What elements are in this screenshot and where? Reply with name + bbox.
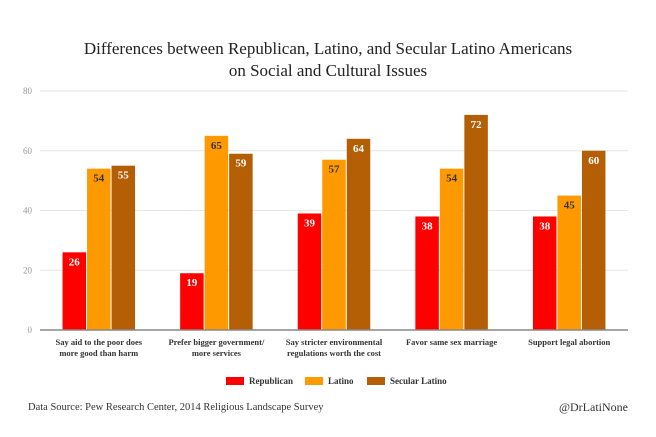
bar-republican [62,252,87,330]
bar-secular-latino [111,165,136,330]
x-category-label: Prefer bigger government/ [168,337,264,347]
legend-swatch [305,377,323,385]
chart-title-line-1: Differences between Republican, Latino, … [83,39,573,58]
bar-latino [204,135,229,330]
y-tick-label: 60 [23,146,33,156]
data-label: 38 [422,220,434,232]
data-label: 64 [353,143,365,155]
legend-swatch [226,377,244,385]
legend-label: Secular Latino [390,376,447,386]
data-label: 39 [304,217,316,229]
data-label: 26 [69,256,81,268]
data-label: 60 [588,155,600,167]
y-tick-label: 80 [23,86,33,96]
bar-secular-latino [229,153,253,330]
bar-secular-latino [464,114,488,331]
data-label: 45 [564,200,576,212]
bar-latino [322,159,346,330]
data-label: 65 [211,140,223,152]
x-category-label: Support legal abortion [528,337,610,347]
data-label: 59 [235,158,247,170]
chart-title: Differences between Republican, Latino, … [0,38,656,82]
data-label: 54 [93,173,105,185]
bar-republican [415,216,439,330]
legend-swatch [367,377,385,385]
x-category-label: Say stricter environmental [286,337,383,347]
legend-label: Latino [328,376,354,386]
data-source-note: Data Source: Pew Research Center, 2014 R… [28,402,324,413]
x-category-label: Say aid to the poor does [56,337,143,347]
bar-secular-latino [581,150,606,330]
bar-republican [532,216,557,330]
data-label: 38 [539,220,551,232]
author-handle: @DrLatiNone [558,400,628,414]
data-label: 72 [471,119,483,131]
x-category-label: regulations worth the cost [287,348,381,358]
data-label: 54 [446,173,458,185]
y-tick-label: 40 [23,206,33,216]
data-label: 19 [186,277,198,289]
data-label: 57 [329,164,341,176]
bar-latino [439,168,464,330]
y-tick-label: 0 [28,325,33,335]
bar-republican [180,273,204,330]
bar-latino [557,195,581,330]
chart-title-line-2: on Social and Cultural Issues [228,61,428,80]
y-tick-label: 20 [23,265,33,275]
data-label: 55 [118,170,130,182]
legend-label: Republican [249,376,293,386]
bar-latino [87,168,111,330]
x-category-label: Favor same sex marriage [406,337,497,347]
x-category-label: more services [192,348,242,358]
x-category-label: more good than harm [59,348,138,358]
bar-republican [297,213,322,330]
bar-secular-latino [346,138,371,330]
